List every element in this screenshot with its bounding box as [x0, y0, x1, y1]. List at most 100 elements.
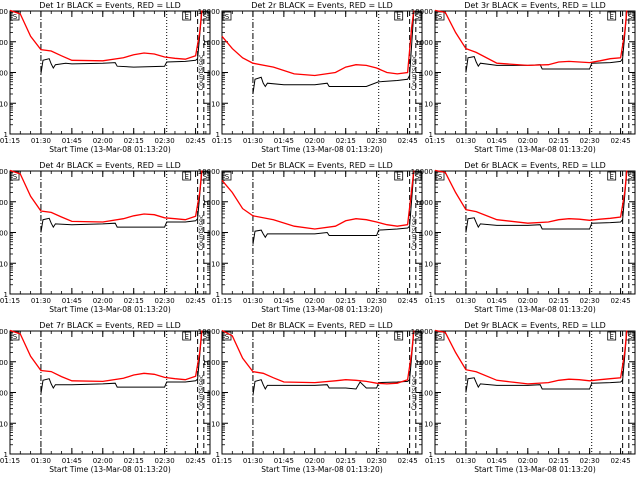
x-tick-label: 02:45	[185, 297, 205, 305]
x-tick-label: 01:45	[274, 297, 294, 305]
panel-title: Det 7r BLACK = Events, RED = LLD	[39, 321, 181, 330]
marker-label-box	[182, 171, 192, 181]
y-tick-label: 1	[429, 131, 433, 139]
x-tick-label: 02:45	[610, 137, 630, 145]
x-tick-label: 01:45	[274, 137, 294, 145]
x-tick-label: 02:00	[518, 137, 538, 145]
marker-label: S	[225, 173, 230, 181]
panel-title: Det 9r BLACK = Events, RED = LLD	[464, 321, 606, 330]
x-tick-label: 01:30	[31, 297, 51, 305]
y-axis-label: Counts/sec	[410, 374, 418, 410]
marker-label: S	[203, 333, 208, 341]
x-tick-label: 02:00	[93, 457, 113, 465]
plot-frame	[434, 10, 636, 135]
panel-title: Det 1r BLACK = Events, RED = LLD	[39, 1, 181, 10]
detector-panel: Det 1r BLACK = Events, RED = LLD 1 10 100 10…	[0, 1, 211, 154]
y-tick-label: 10	[424, 100, 433, 108]
y-tick-label: 1	[216, 451, 220, 459]
y-tick-label: 10	[424, 260, 433, 268]
marker-label: S	[415, 333, 420, 341]
y-tick-label: 1	[429, 291, 433, 299]
y-tick-label: 1	[4, 131, 8, 139]
marker-label: S	[628, 173, 633, 181]
x-tick-label: 01:30	[456, 457, 476, 465]
marker-label: S	[13, 13, 18, 21]
y-tick-label: 10	[211, 100, 220, 108]
marker-label-box	[607, 171, 617, 181]
marker-label: S	[203, 173, 208, 181]
marker-label: E	[609, 13, 613, 21]
x-axis-label: Start Time (13-Mar-08 01:13:20)	[261, 465, 383, 474]
plot-frame	[9, 170, 211, 295]
x-tick-label: 02:15	[124, 137, 144, 145]
y-tick-label: 1000	[0, 199, 8, 207]
x-tick-label: 02:00	[93, 297, 113, 305]
marker-label: S	[13, 173, 18, 181]
x-tick-label: 02:30	[367, 457, 387, 465]
plot-frame	[9, 10, 211, 135]
x-tick-label: 02:30	[155, 137, 175, 145]
marker-label-box	[182, 331, 192, 341]
y-tick-label: 10000	[411, 168, 433, 176]
x-tick-label: 02:15	[336, 137, 356, 145]
x-tick-label: 01:45	[62, 297, 82, 305]
marker-label-box	[607, 331, 617, 341]
x-tick-label: 01:45	[487, 137, 507, 145]
plot-frame	[221, 10, 423, 135]
marker-label: E	[396, 13, 400, 21]
x-tick-label: 02:00	[305, 297, 325, 305]
panel-title: Det 6r BLACK = Events, RED = LLD	[464, 161, 606, 170]
y-tick-label: 100	[0, 70, 8, 78]
x-tick-label: 01:15	[212, 457, 232, 465]
panel-title: Det 5r BLACK = Events, RED = LLD	[251, 161, 393, 170]
y-tick-label: 10	[0, 260, 8, 268]
detector-panel: Det 9r BLACK = Events, RED = LLD 1 10 100 10…	[410, 321, 636, 474]
panel-title: Det 3r BLACK = Events, RED = LLD	[464, 1, 606, 10]
x-tick-label: 02:45	[610, 297, 630, 305]
y-tick-label: 10000	[198, 328, 220, 336]
x-tick-label: 02:45	[610, 457, 630, 465]
x-tick-label: 02:15	[549, 297, 569, 305]
y-tick-label: 100	[0, 230, 8, 238]
lld-series-line	[9, 329, 203, 383]
marker-label: S	[225, 13, 230, 21]
x-axis-label: Start Time (13-Mar-08 01:13:20)	[474, 465, 596, 474]
x-tick-label: 01:30	[243, 457, 263, 465]
y-tick-label: 100	[420, 70, 433, 78]
y-tick-label: 1	[4, 451, 8, 459]
detector-panel: Det 3r BLACK = Events, RED = LLD 1 10 100 10…	[410, 1, 636, 154]
lld-series-line	[434, 329, 628, 385]
y-axis-label: Counts/sec	[197, 214, 205, 250]
y-axis-label: Counts/sec	[410, 54, 418, 90]
x-tick-label: 01:45	[274, 457, 294, 465]
y-tick-label: 10000	[0, 8, 8, 16]
x-axis-label: Start Time (13-Mar-08 01:13:20)	[49, 465, 171, 474]
x-tick-label: 01:30	[243, 137, 263, 145]
x-tick-label: 01:15	[0, 297, 20, 305]
x-tick-label: 01:15	[212, 297, 232, 305]
x-axis-label: Start Time (13-Mar-08 01:13:20)	[49, 145, 171, 154]
events-series-line	[465, 332, 628, 393]
lld-series-line	[9, 9, 203, 62]
detector-panel: Det 2r BLACK = Events, RED = LLD 1 10 100 10…	[197, 1, 423, 154]
panel-title: Det 2r BLACK = Events, RED = LLD	[251, 1, 393, 10]
y-tick-label: 1	[216, 131, 220, 139]
lld-series-line	[9, 169, 203, 223]
x-tick-label: 01:45	[487, 457, 507, 465]
x-tick-label: 02:45	[397, 457, 417, 465]
y-tick-label: 1000	[202, 359, 220, 367]
detector-panel: Det 7r BLACK = Events, RED = LLD 1 10 100 10…	[0, 321, 211, 474]
events-series-line	[465, 172, 628, 233]
y-tick-label: 10000	[198, 8, 220, 16]
x-tick-label: 02:15	[124, 457, 144, 465]
x-tick-label: 01:30	[243, 297, 263, 305]
marker-label: E	[184, 333, 188, 341]
x-tick-label: 01:45	[62, 457, 82, 465]
y-tick-label: 100	[420, 230, 433, 238]
y-tick-label: 10000	[0, 328, 8, 336]
y-tick-label: 1000	[202, 199, 220, 207]
x-tick-label: 02:30	[367, 297, 387, 305]
marker-label: S	[628, 13, 633, 21]
x-tick-label: 02:45	[397, 297, 417, 305]
